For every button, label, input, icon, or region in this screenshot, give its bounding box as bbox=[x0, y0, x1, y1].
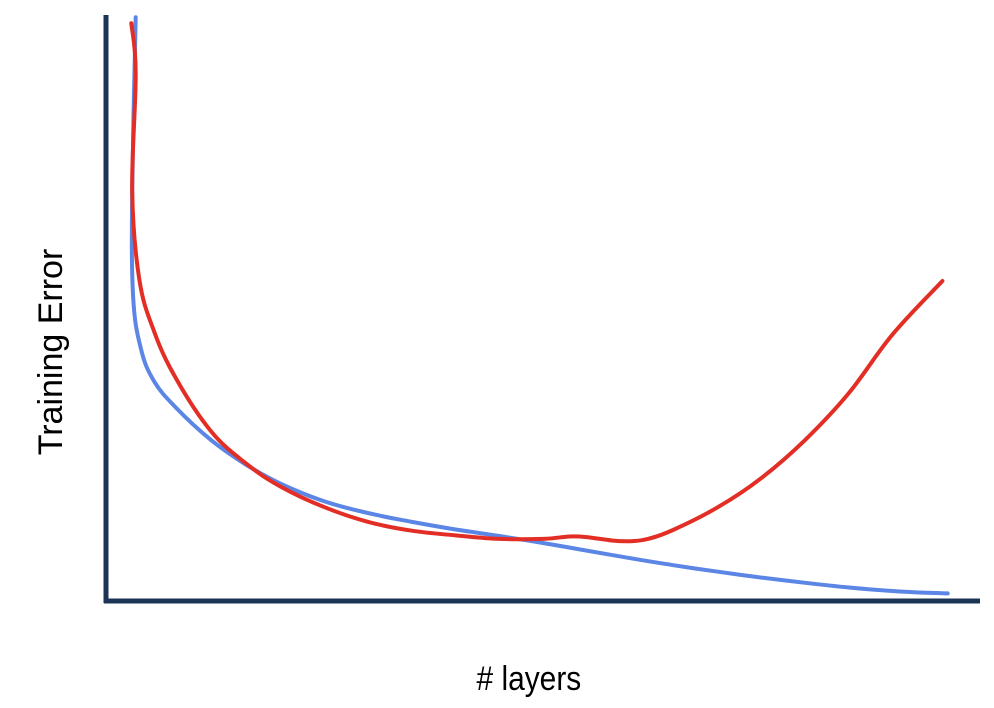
series-line-2 bbox=[129, 21, 945, 544]
x-axis-label: # layers bbox=[477, 659, 582, 697]
y-axis-label: Training Error bbox=[32, 249, 70, 456]
series-layer bbox=[129, 15, 950, 596]
series-line-1 bbox=[129, 15, 950, 596]
